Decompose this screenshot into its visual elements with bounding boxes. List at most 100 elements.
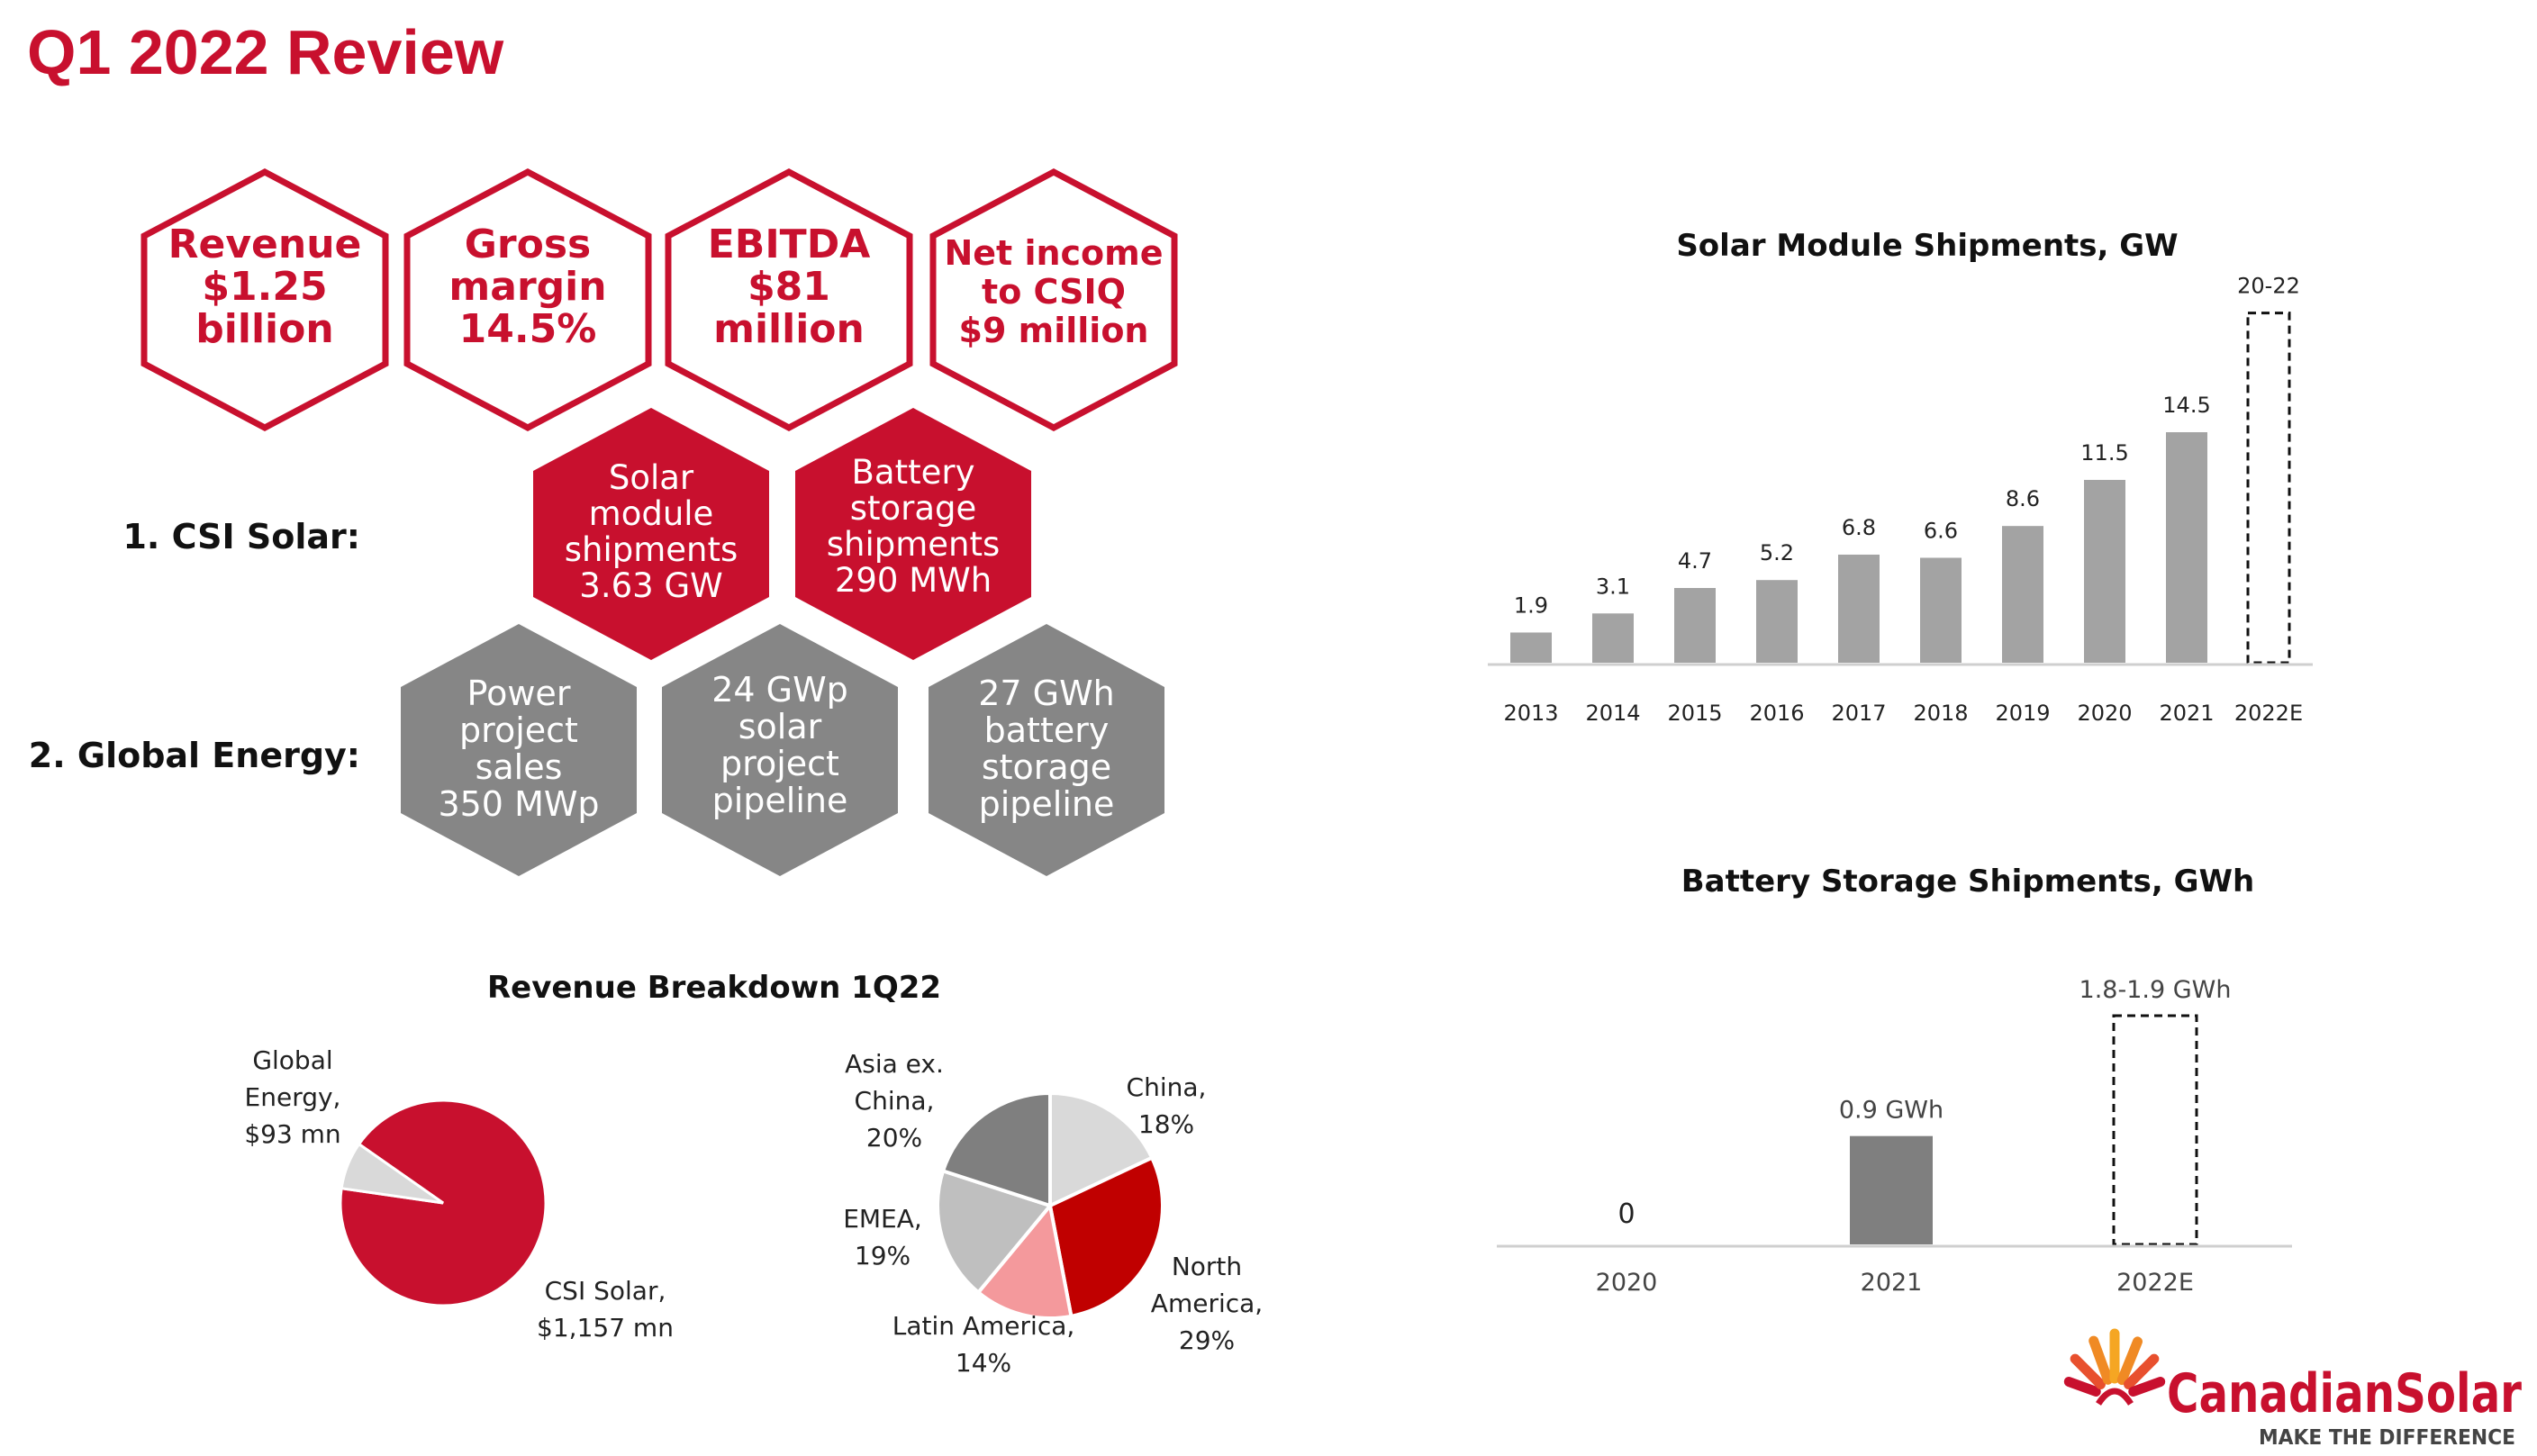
kpi-text: 14.5% <box>459 306 597 352</box>
sun-rays-icon <box>2063 1328 2166 1406</box>
csi-solar-text: 290 MWh <box>835 561 992 600</box>
solar-chart-title: Solar Module Shipments, GW <box>1676 228 2178 264</box>
solar-bar <box>1838 554 1880 663</box>
battery-shipments-chart: Battery Storage Shipments, GWh 0 2020 0.9 … <box>1497 864 2292 1297</box>
revenue-breakdown-title: Revenue Breakdown 1Q22 <box>487 970 941 1006</box>
pie-slice <box>1048 1090 1155 1209</box>
global-energy-text: 24 GWp <box>711 670 848 710</box>
pie-slice-label: CSI Solar, <box>545 1276 666 1306</box>
pie-slice-label: America, <box>1151 1289 1263 1318</box>
pie-slice-label: $93 mn <box>244 1119 340 1149</box>
solar-category-label: 2017 <box>1831 701 1886 726</box>
pie-slice-label: Latin America, <box>892 1311 1075 1341</box>
logo-brand: CanadianSolar <box>2167 1362 2522 1425</box>
solar-value-label: 5.2 <box>1760 540 1794 565</box>
solar-value-label: 6.8 <box>1842 515 1876 540</box>
pie-slice-label: Asia ex. <box>845 1049 944 1079</box>
solar-bar <box>2084 479 2125 663</box>
csi-solar-text: shipments <box>827 525 1001 564</box>
kpi-text: EBITDA <box>708 222 871 267</box>
solar-category-label: 2016 <box>1749 701 1804 726</box>
solar-category-label: 2018 <box>1913 701 1968 726</box>
kpi-text: Gross <box>465 222 591 267</box>
solar-category-label: 2022E <box>2234 701 2303 726</box>
solar-bar <box>1920 557 1962 663</box>
pie-slice-label: 19% <box>855 1241 911 1271</box>
solar-value-label: 8.6 <box>2006 486 2040 511</box>
global-energy-text: 27 GWh <box>978 674 1115 713</box>
pie-slice-label: Energy, <box>245 1082 341 1112</box>
global-energy-text: project <box>720 744 839 783</box>
pie-slice-label: 29% <box>1179 1325 1235 1355</box>
kpi-hexagons: Revenue$1.25billionGrossmargin14.5%EBITD… <box>140 168 1178 431</box>
pie-slice-label: China, <box>855 1086 935 1116</box>
pie-slice-label: $1,157 mn <box>537 1313 674 1343</box>
battery-bar-estimate <box>2112 1014 2198 1246</box>
global-energy-text: sales <box>476 747 563 787</box>
solar-bar <box>2166 432 2207 663</box>
solar-value-label: 14.5 <box>2162 393 2210 418</box>
global-energy-label: 2. Global Energy: <box>29 736 360 775</box>
solar-category-label: 2015 <box>1667 701 1722 726</box>
solar-bar <box>2002 526 2043 663</box>
battery-value-label: 0 <box>1617 1198 1635 1230</box>
pie-slice <box>1047 1155 1164 1319</box>
kpi-text: to CSIQ <box>982 272 1126 312</box>
solar-category-label: 2014 <box>1585 701 1640 726</box>
kpi-text: billion <box>195 306 333 352</box>
pie-slice <box>975 1201 1074 1320</box>
battery-value-label: 0.9 GWh <box>1839 1097 1944 1125</box>
kpi-text: Net income <box>944 233 1163 273</box>
kpi-text: margin <box>449 264 606 310</box>
csi-solar-text: Battery <box>852 453 975 492</box>
pie-slice-global-energy <box>340 1142 444 1205</box>
solar-category-label: 2020 <box>2077 701 2132 726</box>
global-energy-text: pipeline <box>979 784 1115 824</box>
csi-solar-label: 1. CSI Solar: <box>122 517 360 556</box>
page-title: Q1 2022 Review <box>27 17 504 87</box>
csi-solar-text: storage <box>850 489 977 528</box>
solar-category-label: 2019 <box>1995 701 2050 726</box>
pie-slice-label: 20% <box>866 1123 922 1153</box>
csi-solar-text: 3.63 GW <box>579 566 722 605</box>
global-energy-text: project <box>459 710 578 750</box>
battery-bar <box>1850 1135 1933 1244</box>
battery-value-label: 1.8-1.9 GWh <box>2079 976 2232 1004</box>
revenue-breakdown: Revenue Breakdown 1Q22 CSI Solar, $1,157 … <box>244 970 1263 1378</box>
kpi-text: Revenue <box>168 222 362 267</box>
csi-solar-text: shipments <box>565 530 738 569</box>
global-energy-text: battery <box>984 710 1110 750</box>
logo-tagline: MAKE THE DIFFERENCE <box>2259 1426 2515 1450</box>
pie-slice-label: EMEA, <box>843 1204 922 1234</box>
csi-solar-text: Solar <box>609 458 694 497</box>
solar-bar-estimate <box>2246 312 2291 665</box>
pie-slice <box>940 1090 1052 1208</box>
kpi-text: $81 <box>748 264 830 310</box>
pie-slice-label: Global <box>252 1045 332 1075</box>
pie-slice <box>936 1168 1054 1296</box>
battery-category-label: 2021 <box>1861 1269 1923 1297</box>
solar-bar <box>1510 632 1552 663</box>
solar-bar <box>1756 580 1798 663</box>
solar-bar <box>1674 588 1716 663</box>
kpi-text: million <box>713 306 865 352</box>
kpi-text: $9 million <box>959 311 1149 350</box>
global-energy-text: 350 MWp <box>438 784 599 824</box>
solar-value-label: 20-22 <box>2237 274 2300 299</box>
pie-slice-label: China, <box>1127 1072 1207 1102</box>
solar-value-label: 4.7 <box>1678 548 1712 574</box>
canadian-solar-logo: CanadianSolar MAKE THE DIFFERENCE <box>2063 1328 2522 1450</box>
kpi-text: $1.25 <box>202 264 327 310</box>
solar-category-label: 2021 <box>2159 701 2214 726</box>
battery-chart-title: Battery Storage Shipments, GWh <box>1681 864 2254 900</box>
pie-slice-label: 14% <box>956 1348 1011 1378</box>
